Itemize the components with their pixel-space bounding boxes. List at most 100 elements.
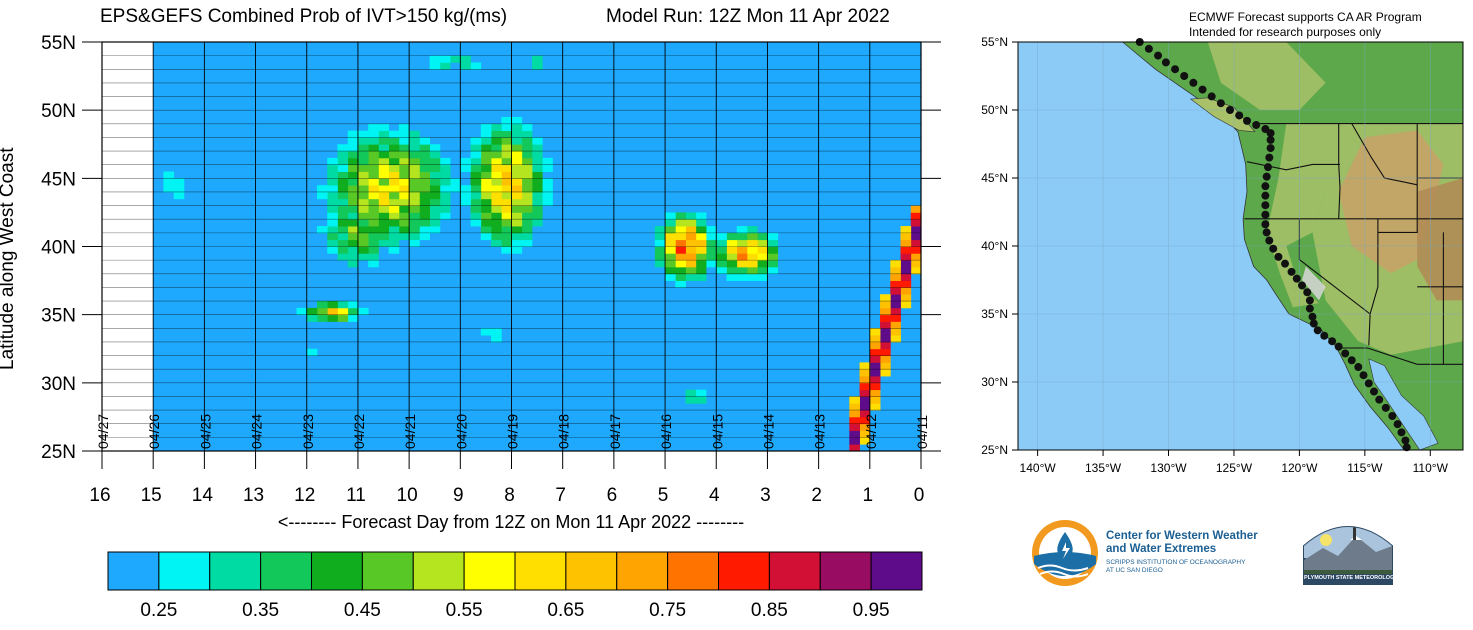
probability-cell (746, 266, 758, 275)
probability-cell (501, 198, 512, 206)
probability-cell (419, 185, 430, 193)
probability-cell (685, 226, 697, 234)
probability-cell (347, 185, 359, 193)
probability-cell (695, 219, 707, 227)
x-tick-label: 3 (760, 485, 771, 506)
probability-cell (706, 253, 717, 261)
y-tick-label: 55N (41, 33, 76, 54)
probability-cell (880, 314, 891, 322)
probability-cell (849, 410, 860, 418)
probability-cell (531, 198, 543, 206)
probability-cell (398, 151, 410, 159)
ar-track-point (1265, 236, 1274, 245)
probability-cell (501, 212, 512, 220)
probability-cell (409, 137, 420, 145)
ar-track-point (1262, 172, 1271, 181)
probability-cell (327, 314, 338, 322)
probability-cell (398, 191, 410, 200)
probability-cell (378, 185, 390, 193)
probability-cell (511, 191, 523, 200)
colorbar-tick-label: 0.45 (344, 600, 381, 621)
ar-track-point (1281, 259, 1289, 268)
ar-track-point (1303, 288, 1312, 297)
probability-cell (368, 164, 379, 172)
probability-cell (419, 144, 430, 152)
probability-cell (470, 151, 482, 159)
probability-cell (347, 198, 359, 206)
probability-cell (501, 232, 512, 241)
ar-track-point (1308, 312, 1317, 321)
probability-cell (511, 144, 523, 152)
probability-cell (419, 151, 430, 159)
probability-cell (480, 219, 492, 227)
probability-cell (368, 144, 379, 152)
probability-cell (388, 226, 400, 234)
probability-cell (910, 232, 922, 241)
date-label: 04/22 (351, 414, 367, 449)
probability-cell (398, 137, 410, 145)
probability-cell (665, 212, 676, 220)
probability-cell (337, 253, 349, 261)
probability-cell (767, 232, 779, 241)
probability-cell (337, 314, 349, 322)
probability-cell (357, 226, 369, 234)
probability-cell (429, 226, 441, 234)
probability-cell (368, 246, 379, 254)
probability-cell (531, 178, 543, 186)
probability-cell (501, 137, 512, 145)
probability-cell (347, 137, 359, 145)
colorbar-tick-label: 0.25 (140, 600, 177, 621)
probability-cell (398, 185, 410, 193)
probability-cell (501, 191, 512, 200)
probability-cell (450, 55, 461, 63)
date-label: 04/24 (249, 414, 265, 449)
probability-cell (716, 232, 727, 241)
probability-cell (890, 328, 901, 336)
colorbar-swatch (819, 551, 872, 591)
probability-cell (316, 301, 328, 309)
probability-cell (357, 205, 369, 213)
date-label: 04/18 (556, 414, 572, 449)
probability-cell (491, 205, 502, 213)
ar-track-point (1287, 267, 1296, 276)
probability-cell (388, 178, 400, 186)
probability-cell (409, 164, 420, 172)
ar-track-point (1269, 244, 1278, 253)
probability-cell (665, 266, 676, 275)
probability-cell (491, 130, 502, 138)
probability-cell (316, 185, 328, 193)
probability-cell (480, 130, 492, 138)
probability-cell (460, 62, 471, 70)
probability-cell (511, 205, 523, 213)
probability-cell (910, 219, 922, 227)
probability-cell (357, 191, 369, 200)
probability-cell (388, 198, 400, 206)
gulf-of-california (1368, 358, 1439, 451)
map-lat-label: 55°N (981, 35, 1008, 49)
probability-cell (900, 232, 912, 241)
probability-cell (511, 171, 523, 179)
probability-cell (347, 205, 359, 213)
probability-cell (409, 144, 420, 152)
probability-cell (378, 157, 390, 166)
probability-cell (531, 55, 543, 63)
probability-cell (368, 260, 379, 268)
probability-cell (675, 266, 686, 275)
probability-cell (685, 389, 697, 397)
probability-cell (665, 273, 676, 281)
probability-cell (767, 253, 779, 261)
probability-cell (327, 205, 338, 213)
probability-cell (900, 226, 912, 234)
colorbar-swatch (209, 551, 262, 591)
probability-cell (521, 226, 533, 234)
probability-cell (910, 246, 922, 254)
probability-cell (398, 219, 410, 227)
probability-cell (695, 246, 707, 254)
y-tick-label: 40N (41, 238, 76, 259)
probability-cell (327, 164, 338, 172)
probability-cell (439, 55, 451, 63)
probability-cell (357, 151, 369, 159)
probability-cell (388, 171, 400, 179)
probability-cell (357, 130, 369, 138)
probability-cell (388, 232, 400, 241)
